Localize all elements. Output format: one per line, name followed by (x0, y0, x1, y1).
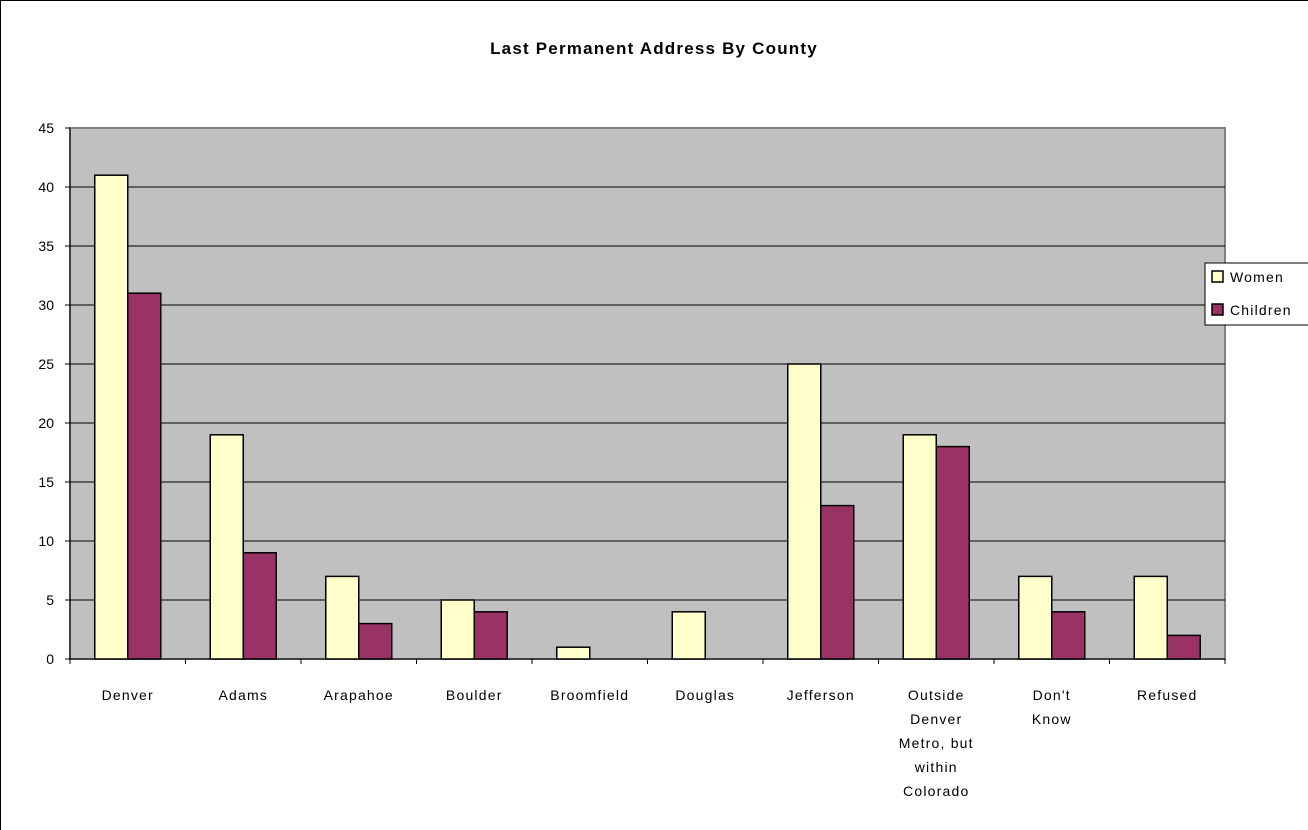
bar-children (127, 292, 162, 660)
x-tick-label: Outside Denver Metro, but within Colorado (899, 687, 974, 799)
bar-children (1051, 611, 1086, 660)
y-tick-label: 0 (46, 651, 54, 667)
x-tick-labels: Denver Adams Arapahoe Boulder Broomfield Doug… (102, 687, 1198, 799)
x-tick-label: Denver (102, 687, 154, 703)
bar-children (242, 552, 277, 660)
bar-children (935, 445, 970, 660)
legend: Women Children (1204, 262, 1308, 326)
bar-children (358, 622, 393, 660)
bar-women (209, 434, 244, 660)
bar-children (473, 611, 508, 660)
legend-label-women: Women (1230, 269, 1284, 285)
legend-swatch-women (1211, 270, 1224, 283)
bar-women (902, 434, 937, 660)
bar-women (787, 363, 822, 660)
x-tick-label: Refused (1137, 687, 1198, 703)
x-tick-label: Arapahoe (324, 687, 394, 703)
x-tick-label: Jefferson (787, 687, 855, 703)
x-tick-label: Douglas (675, 687, 735, 703)
y-tick-label: 5 (46, 592, 54, 608)
bar-women (556, 646, 591, 660)
legend-label-children: Children (1230, 302, 1292, 318)
bar-children (1166, 634, 1201, 660)
y-tick-label: 35 (38, 238, 54, 254)
x-tick-label: Don't Know (1032, 687, 1072, 727)
y-tick-label: 40 (38, 179, 54, 195)
bar-women (440, 599, 475, 660)
y-tick-label: 30 (38, 297, 54, 313)
y-tick-label: 45 (38, 120, 54, 136)
x-tick-label: Adams (218, 687, 268, 703)
bar-women (671, 611, 706, 660)
bar-children (820, 504, 855, 660)
bars (94, 174, 1201, 660)
bar-women (1018, 575, 1053, 660)
y-tick-label: 10 (38, 533, 54, 549)
y-tick-label: 25 (38, 356, 54, 372)
y-tick-labels: 0 5 10 15 20 25 30 35 40 45 (38, 120, 54, 667)
bar-women (94, 174, 129, 660)
legend-swatch-children (1211, 303, 1224, 316)
gridlines (70, 186, 1225, 601)
chart-title: Last Permanent Address By County (490, 39, 818, 58)
x-tick-label: Boulder (446, 687, 503, 703)
y-tick-label: 20 (38, 415, 54, 431)
axes (65, 127, 1226, 664)
bar-women (1133, 575, 1168, 660)
bar-women (325, 575, 360, 660)
y-tick-label: 15 (38, 474, 54, 490)
x-tick-label: Broomfield (550, 687, 629, 703)
